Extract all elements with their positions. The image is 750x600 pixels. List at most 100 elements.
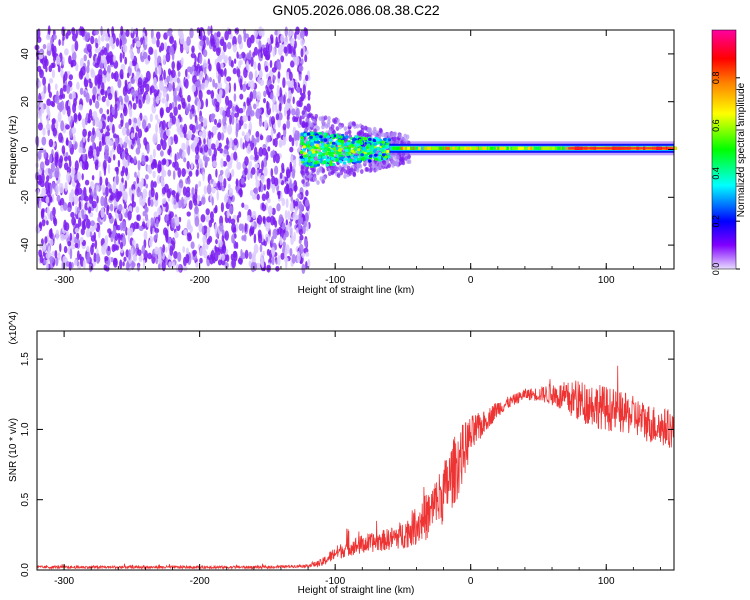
spectrogram-noise-blob xyxy=(226,154,231,162)
spectrogram-noise-blob xyxy=(94,29,100,36)
spectrogram-halo xyxy=(328,129,332,135)
x-tick-label: -200 xyxy=(190,275,210,286)
spectrogram-signal-cell xyxy=(366,143,371,147)
spectrogram-noise-blob xyxy=(107,64,111,75)
spectrogram-noise-blob xyxy=(73,112,78,123)
spectrogram-noise-blob xyxy=(144,58,149,65)
spectrogram-noise-blob xyxy=(106,99,110,107)
spectrogram-noise-blob xyxy=(305,28,309,37)
spectrogram-noise-blob xyxy=(190,162,194,170)
spectrogram-noise-blob xyxy=(64,181,68,192)
spectrogram-noise-blob xyxy=(187,130,192,140)
spectrogram-halo xyxy=(407,154,411,160)
spectrogram-noise-blob xyxy=(52,181,55,190)
spectrogram-noise-blob xyxy=(210,143,216,150)
spectrogram-noise-blob xyxy=(130,52,134,60)
spectrogram-noise-blob xyxy=(265,54,270,61)
spectrogram-noise-blob xyxy=(173,199,177,205)
spectrogram-noise-blob xyxy=(90,35,95,45)
spectrogram-noise-blob xyxy=(55,184,59,196)
spectrogram-noise-blob xyxy=(223,149,229,155)
spectrogram-noise-blob xyxy=(71,216,76,226)
spectrogram-noise-blob xyxy=(226,41,232,50)
spectrogram-noise-blob xyxy=(277,254,281,266)
spectrogram-noise-blob xyxy=(194,55,197,63)
spectrogram-noise-blob xyxy=(286,119,291,129)
spectrogram-halo xyxy=(395,161,399,167)
spectrogram-signal-cell xyxy=(368,154,373,158)
spectrogram-noise-blob xyxy=(227,124,233,135)
spectrogram-noise-blob xyxy=(258,147,264,157)
spectrogram-noise-blob xyxy=(295,26,300,35)
spectrogram-noise-blob xyxy=(136,214,139,221)
spectrogram-noise-blob xyxy=(253,233,257,244)
spectrogram-halo xyxy=(308,120,312,126)
spectrogram-noise-blob xyxy=(280,55,285,63)
x-tick-label: -100 xyxy=(325,576,345,587)
spectrogram-signal-cell xyxy=(370,146,375,150)
spectrogram-noise-blob xyxy=(231,223,237,233)
spectrogram-signal-cell xyxy=(373,142,378,146)
spectrogram-noise-blob xyxy=(233,233,237,239)
spectrogram-noise-blob xyxy=(295,215,299,220)
spectrogram-noise-blob xyxy=(145,206,149,213)
spectrogram-noise-blob xyxy=(252,51,256,58)
spectrogram-noise-blob xyxy=(256,136,260,143)
spectrogram-signal-cell xyxy=(385,144,389,149)
spectrogram-noise-blob xyxy=(70,193,74,203)
spectrogram-noise-blob xyxy=(224,262,229,269)
spectrogram-noise-blob xyxy=(52,206,56,217)
spectrogram-noise-blob xyxy=(296,86,300,93)
spectrogram-halo xyxy=(329,165,334,171)
spectrogram-noise-blob xyxy=(54,170,60,179)
spectrogram-noise-blob xyxy=(262,143,267,150)
spectrogram-noise-blob xyxy=(145,174,149,180)
spectrogram-noise-blob xyxy=(114,90,118,102)
spectrogram-signal-cell xyxy=(383,137,387,141)
spectrogram-noise-blob xyxy=(125,261,130,271)
spectrogram-noise-blob xyxy=(106,72,111,82)
spectrogram-noise-blob xyxy=(68,74,73,81)
spectrogram-noise-blob xyxy=(181,168,186,177)
spectrogram-noise-blob xyxy=(229,137,233,143)
spectrogram-noise-blob xyxy=(189,111,193,120)
spectrogram-noise-blob xyxy=(245,132,250,142)
spectrogram-noise-blob xyxy=(221,51,226,60)
spectrogram-noise-blob xyxy=(279,102,282,112)
spectrogram-noise-blob xyxy=(279,236,283,246)
spectrogram-noise-blob xyxy=(289,247,293,257)
spectrogram-noise-blob xyxy=(179,87,182,98)
spectrogram-noise-blob xyxy=(81,214,86,220)
spectrogram-noise-blob xyxy=(297,251,300,257)
spectrogram-noise-blob xyxy=(87,112,91,124)
spectrogram-noise-blob xyxy=(153,96,156,108)
spectrogram-noise-blob xyxy=(112,154,116,161)
spectrogram-noise-blob xyxy=(199,40,204,47)
spectrogram-noise-blob xyxy=(272,228,278,240)
spectrogram-noise-blob xyxy=(199,257,203,264)
spectrogram-noise-blob xyxy=(124,56,128,65)
narrow-band-cell xyxy=(565,146,568,150)
spectrogram-noise-blob xyxy=(90,220,95,227)
spectrogram-noise-blob xyxy=(185,106,190,115)
spectrogram-noise-blob xyxy=(41,136,47,146)
spectrogram-noise-blob xyxy=(290,195,294,202)
spectrogram-signal-cell xyxy=(317,146,321,150)
spectrogram-signal-cell xyxy=(357,148,361,152)
spectrogram-noise-blob xyxy=(165,159,169,167)
spectrogram-noise-blob xyxy=(156,174,161,184)
spectrogram-signal-cell xyxy=(310,131,314,135)
spectrogram-noise-blob xyxy=(213,147,217,158)
spectrogram-noise-blob xyxy=(92,95,96,104)
spectrogram-signal-cell xyxy=(317,155,321,160)
spectrogram-noise-blob xyxy=(69,232,73,242)
spectrogram-noise-blob xyxy=(98,132,102,141)
spectrogram-signal-cell xyxy=(302,162,307,166)
spectrogram-noise-blob xyxy=(178,187,182,194)
spectrogram-halo xyxy=(301,122,305,128)
spectrogram-noise-blob xyxy=(87,131,91,139)
spectrogram-noise-blob xyxy=(297,193,302,199)
spectrogram-noise-blob xyxy=(56,194,61,203)
spectrogram-halo xyxy=(345,169,350,175)
